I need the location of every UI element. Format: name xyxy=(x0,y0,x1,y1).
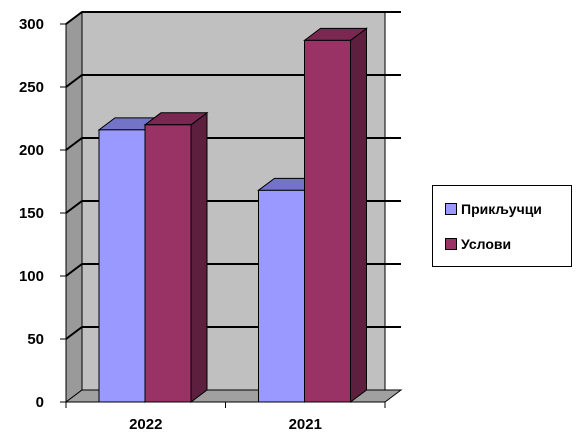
bar-side-1-1 xyxy=(350,27,367,403)
legend-item-1: Услови xyxy=(445,236,511,252)
x-tick-label-0: 2022 xyxy=(129,416,162,433)
chart-legend: Прикључци Услови xyxy=(432,185,572,267)
gridline-6 xyxy=(65,11,401,25)
gridline-4 xyxy=(65,137,401,151)
y-tick-label-5: 250 xyxy=(19,79,44,96)
bar-1-0 xyxy=(143,111,209,403)
y-tick-label-2: 100 xyxy=(19,268,44,285)
y-tick-label-0: 0 xyxy=(36,394,44,411)
y-tick-label-3: 150 xyxy=(19,205,44,222)
y-tick-label-4: 200 xyxy=(19,142,44,159)
y-tick-label-1: 50 xyxy=(27,331,44,348)
legend-label-0: Прикључци xyxy=(461,201,542,217)
bar-front-1-0 xyxy=(144,124,192,403)
gridline-5 xyxy=(65,74,401,88)
bar-1-1 xyxy=(303,27,368,403)
bar-front-0-1 xyxy=(258,189,305,403)
x-tick-label-1: 2021 xyxy=(289,416,322,433)
x-axis-ticks: 2022 2021 xyxy=(65,402,386,433)
legend-label-1: Услови xyxy=(461,236,512,252)
bar-front-1-1 xyxy=(304,39,351,403)
legend-item-0: Прикључци xyxy=(445,201,542,217)
y-axis-ticks: 0 50 100 150 200 250 300 xyxy=(19,16,66,411)
y-tick-label-6: 300 xyxy=(19,16,44,33)
bar-front-0-0 xyxy=(98,129,146,403)
legend-swatch-1 xyxy=(445,238,457,250)
chart-bars xyxy=(97,27,368,403)
bar-side-1-0 xyxy=(190,111,208,403)
legend-swatch-0 xyxy=(445,203,457,215)
